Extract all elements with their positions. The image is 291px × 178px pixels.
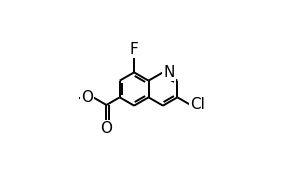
Text: F: F — [130, 42, 139, 57]
Text: N: N — [164, 65, 175, 80]
Text: O: O — [100, 121, 112, 136]
Text: Cl: Cl — [191, 97, 205, 112]
Text: O: O — [81, 90, 93, 105]
